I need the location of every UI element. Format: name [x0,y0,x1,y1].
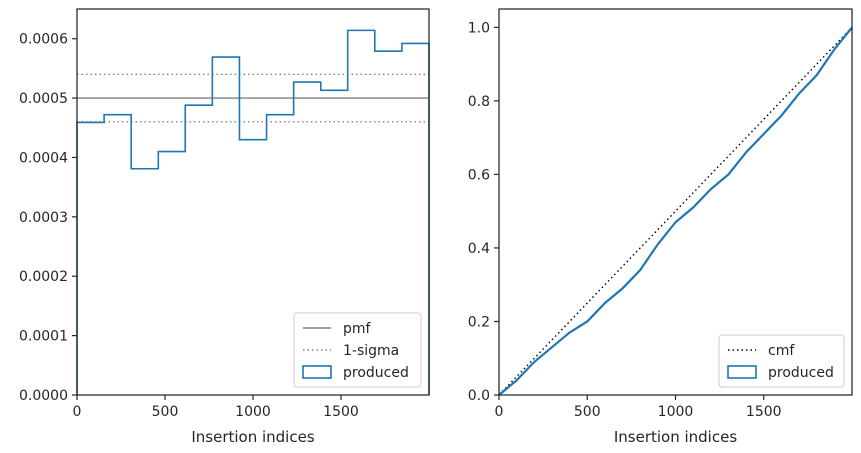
y-tick-label: 0.0005 [19,91,68,107]
y-tick-label: 0.0002 [19,269,68,285]
legend-box [293,312,422,388]
produced-histogram [76,29,430,395]
y-tick-label: 0.0003 [19,210,68,226]
x-tick-label: 1000 [235,404,271,420]
legend-label: 1-sigma [343,343,399,359]
y-tick-label: 1.0 [468,20,490,36]
legend: pmf 1-sigma produced [293,312,422,388]
y-tick-label: 0.0004 [19,150,68,166]
legend-handle-produced [302,365,332,379]
x-tick-label: 1500 [323,404,359,420]
left-chart-pmf: 0 500 1000 1500 0.0000 0.0001 0.0002 0.0003 0.00… [19,8,430,446]
legend-box [718,334,845,388]
legend: cmf produced [718,334,845,388]
x-tick-label: 0 [73,404,82,420]
y-tick-label: 0.6 [468,167,490,183]
y-tick-label: 0.4 [468,241,490,257]
y-tick-label: 0.0000 [19,388,68,404]
x-tick-label: 0 [495,404,504,420]
legend-label: cmf [768,343,795,359]
legend-label: pmf [343,321,372,337]
y-tick-label: 0.8 [468,94,490,110]
legend-label: produced [343,365,409,381]
x-tick-label: 500 [574,404,601,420]
x-tick-label: 500 [152,404,179,420]
y-tick-label: 0.0006 [19,32,68,48]
y-tick-label: 0.0001 [19,329,68,345]
x-tick-label: 1500 [746,404,782,420]
produced-cumulative-line [498,26,853,396]
x-axis-label: Insertion indices [614,428,737,446]
legend-handle-produced [727,365,757,379]
legend-label: produced [768,365,834,381]
y-tick-label: 0.2 [468,314,490,330]
y-tick-label: 0.0 [468,388,490,404]
right-chart-cmf: 0 500 1000 1500 0.0 0.2 0.4 0.6 0.8 1.0 Insertion … [468,8,853,446]
x-axis-label: Insertion indices [191,428,314,446]
x-tick-label: 1000 [658,404,694,420]
